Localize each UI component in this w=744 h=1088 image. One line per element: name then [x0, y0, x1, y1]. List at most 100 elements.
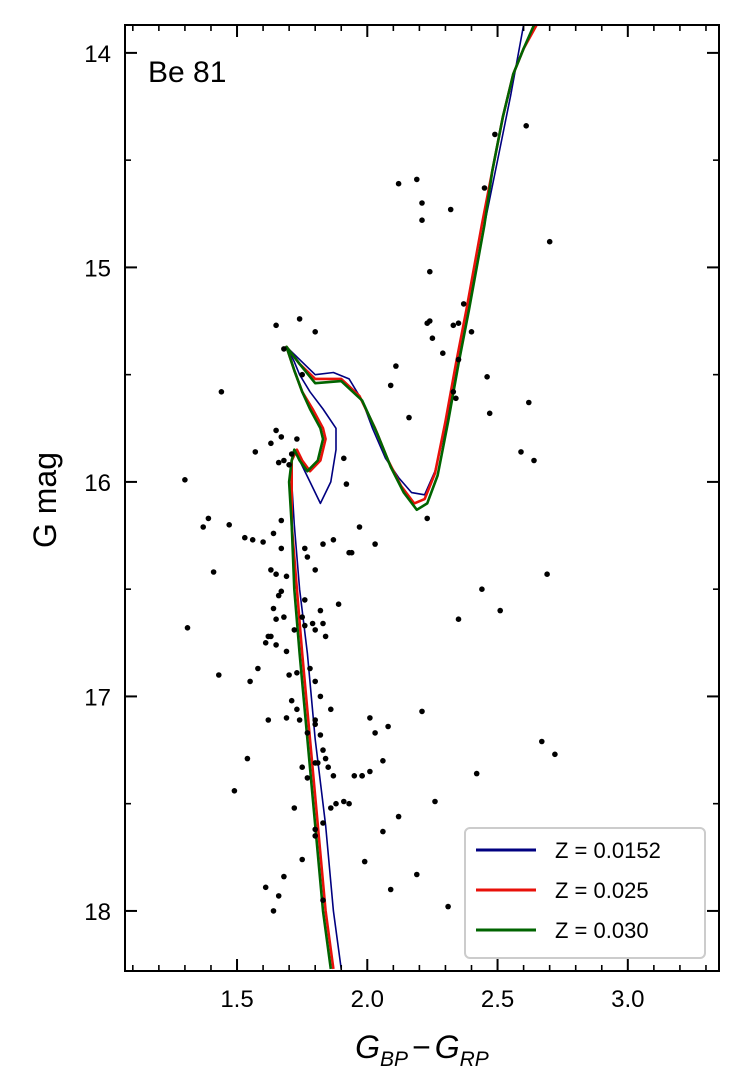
data-point-150 — [523, 123, 529, 129]
data-point-37 — [278, 434, 285, 440]
data-point-23 — [268, 440, 274, 447]
data-point-49 — [288, 697, 295, 704]
data-point-154 — [544, 571, 550, 577]
data-point-89 — [325, 764, 332, 770]
data-point-21 — [268, 567, 274, 573]
data-point-50 — [291, 805, 298, 811]
data-point-92 — [330, 537, 337, 543]
data-point-7 — [218, 389, 225, 395]
y-tick-label-1: 14 — [84, 41, 111, 68]
legend-box — [464, 827, 706, 959]
data-point-86 — [320, 897, 326, 903]
data-point-127 — [427, 318, 433, 324]
axis-ticks — [125, 25, 719, 971]
data-point-39 — [281, 457, 287, 464]
data-point-65 — [304, 730, 311, 736]
data-point-133 — [447, 206, 454, 213]
data-point-51 — [291, 627, 298, 633]
data-point-95 — [335, 601, 342, 607]
data-point-62 — [302, 597, 308, 603]
data-point-55 — [296, 717, 303, 723]
data-point-147 — [492, 131, 498, 138]
data-point-87 — [322, 633, 329, 640]
data-point-47 — [286, 672, 292, 678]
data-point-135 — [450, 389, 457, 395]
data-point-12 — [247, 678, 253, 685]
data-point-143 — [479, 586, 485, 592]
data-point-31 — [273, 571, 279, 577]
data-point-58 — [299, 371, 306, 378]
data-point-156 — [552, 751, 558, 758]
data-point-111 — [380, 758, 386, 764]
data-point-54 — [294, 706, 300, 713]
data-point-72 — [312, 678, 319, 685]
data-point-151 — [526, 399, 532, 406]
data-point-101 — [348, 549, 355, 556]
data-point-16 — [260, 539, 266, 545]
data-point-11 — [244, 755, 251, 762]
data-point-9 — [231, 788, 238, 794]
data-point-114 — [387, 886, 394, 893]
data-point-146 — [486, 410, 493, 417]
data-point-41 — [281, 614, 287, 620]
data-point-45 — [283, 715, 290, 721]
data-point-52 — [294, 670, 300, 676]
legend: Z = 0.0152 Z = 0.025 Z = 0.030 — [464, 827, 706, 959]
data-point-128 — [427, 268, 433, 275]
y-axis-title: G mag — [27, 452, 63, 548]
data-point-64 — [304, 554, 311, 560]
data-point-93 — [330, 773, 337, 779]
data-point-24 — [270, 530, 277, 537]
data-point-126 — [424, 515, 431, 522]
data-point-70 — [312, 627, 319, 633]
data-point-78 — [315, 760, 321, 766]
data-point-20 — [265, 717, 272, 723]
data-point-5 — [210, 569, 217, 575]
legend-label-z030: Z = 0.030 — [555, 918, 649, 943]
data-point-27 — [273, 322, 279, 329]
data-point-66 — [304, 775, 311, 781]
x-tick-label-2: 2.0 — [351, 986, 384, 1013]
x-axis-title: GBP − GRP — [355, 1029, 489, 1071]
data-point-140 — [460, 301, 467, 307]
data-point-142 — [473, 770, 480, 777]
data-point-84 — [320, 747, 326, 753]
data-point-137 — [455, 320, 462, 327]
data-point-10 — [242, 534, 248, 541]
data-point-107 — [367, 715, 373, 721]
data-point-83 — [320, 620, 326, 627]
data-point-121 — [414, 871, 420, 878]
data-point-130 — [432, 798, 438, 805]
x-tick-label-4: 3.0 — [611, 986, 644, 1013]
data-point-90 — [328, 706, 334, 713]
data-point-3 — [200, 524, 206, 530]
data-point-110 — [372, 730, 378, 736]
data-point-148 — [497, 607, 504, 614]
data-point-32 — [275, 459, 282, 466]
data-point-25 — [270, 605, 277, 612]
data-point-105 — [359, 773, 365, 779]
data-point-103 — [356, 524, 363, 530]
x-tick-label-3: 2.5 — [481, 986, 514, 1013]
data-point-36 — [278, 588, 285, 595]
data-point-77 — [312, 833, 319, 839]
data-point-74 — [312, 721, 319, 728]
data-point-26 — [270, 908, 277, 914]
data-point-22 — [268, 633, 274, 640]
data-point-71 — [312, 567, 319, 573]
data-point-112 — [380, 828, 386, 835]
data-point-149 — [518, 449, 524, 455]
data-point-42 — [281, 873, 287, 880]
data-point-124 — [419, 200, 425, 206]
data-point-118 — [395, 180, 402, 187]
data-point-122 — [419, 217, 425, 223]
data-point-97 — [341, 798, 347, 805]
legend-entry-z0152: Z = 0.0152 — [476, 838, 661, 863]
data-point-85 — [320, 820, 326, 826]
data-point-81 — [317, 732, 324, 738]
data-point-129 — [429, 335, 436, 342]
data-point-73 — [312, 717, 319, 723]
data-point-8 — [226, 522, 232, 528]
x-axis-title-minus: − — [412, 1029, 431, 1065]
data-point-69 — [312, 329, 319, 335]
